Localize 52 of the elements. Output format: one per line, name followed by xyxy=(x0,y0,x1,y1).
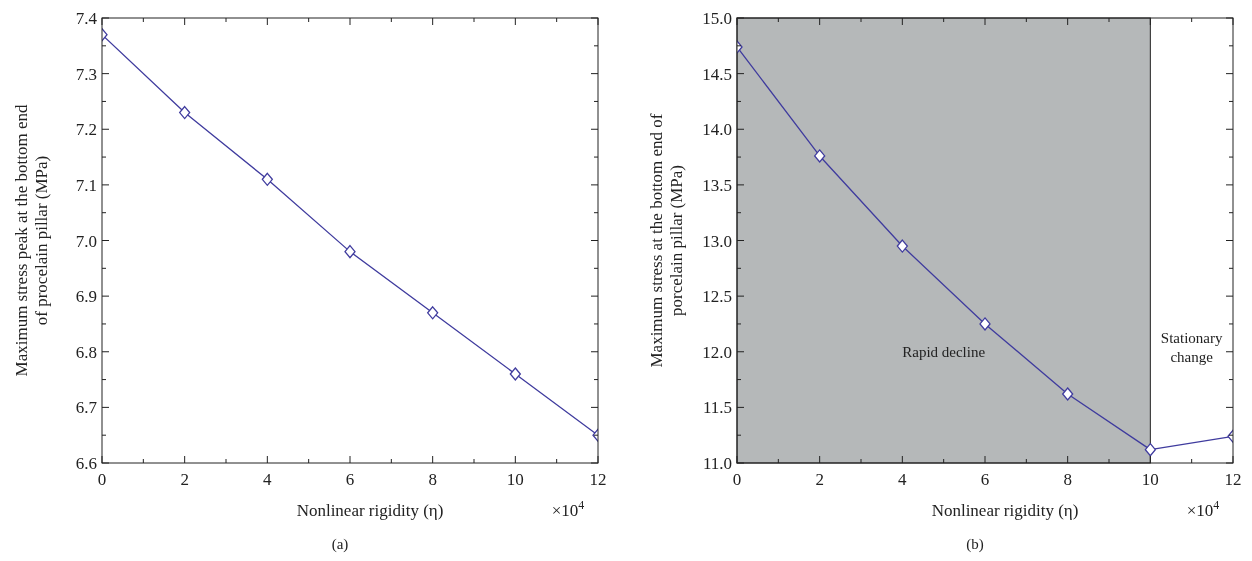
y-axis-title: Maximum stress peak at the bottom end of procelain pillar (MPa) xyxy=(12,104,51,377)
x-tick-label: 10 xyxy=(1141,470,1159,489)
y-axis-title: Maximum stress at the bottom end of porcelain pillar (MPa) xyxy=(647,113,686,368)
text: (b) xyxy=(966,536,984,553)
text: (a) xyxy=(331,536,349,553)
point xyxy=(896,239,908,253)
y-tick-label: 7.4 xyxy=(75,9,98,28)
annotation: Stationary change xyxy=(1160,329,1223,365)
x-tick-label: 2 xyxy=(815,470,824,489)
y-tick-label: 12.0 xyxy=(702,342,732,362)
y-tick-label: 11.0 xyxy=(702,454,732,473)
y-tick-label: 13.0 xyxy=(702,231,732,251)
y-tick-label: 6.7 xyxy=(75,398,98,418)
y-tick-label: 6.9 xyxy=(75,287,97,307)
x-tick-label: 12 xyxy=(1224,470,1242,489)
x-tick-label: 0 xyxy=(97,470,107,489)
x-axis-title: Nonlinear rigidity (η) xyxy=(296,501,444,520)
y-tick-label: 7.0 xyxy=(75,231,97,251)
y-tick-label: 11.5 xyxy=(702,398,732,418)
band-label: Rapid decline xyxy=(902,343,986,360)
point xyxy=(509,367,521,381)
x-tick-label: 12 xyxy=(589,470,607,489)
y-tick-label: 7.3 xyxy=(75,64,97,84)
x-axis-title: Nonlinear rigidity (η) xyxy=(931,501,1079,520)
x-tick-label: 4 xyxy=(898,470,908,489)
y-tick-label: 6.6 xyxy=(75,454,97,473)
x-tick-label: 2 xyxy=(180,470,189,489)
x-tick-label: 6 xyxy=(345,470,355,489)
y-tick-label: 14.5 xyxy=(702,64,732,84)
y-tick-label: 12.5 xyxy=(702,287,732,307)
x-tick-label: 0 xyxy=(732,470,742,489)
y-tick-label: 7.1 xyxy=(75,175,97,195)
point xyxy=(261,172,273,186)
point xyxy=(1062,387,1074,401)
x-tick-label: 10 xyxy=(506,470,524,489)
point xyxy=(344,244,356,259)
text: ×10$^{4}$ xyxy=(551,498,585,520)
y-tick-label: 13.5 xyxy=(702,175,732,195)
point xyxy=(179,105,191,120)
y-tick-label: 7.2 xyxy=(75,120,97,140)
x-tick-label: 8 xyxy=(1063,470,1072,489)
x-tick-label: 4 xyxy=(263,470,273,489)
y-tick-label: 6.8 xyxy=(75,342,97,362)
text: ×10$^{4}$ xyxy=(1186,498,1220,520)
x-tick-label: 6 xyxy=(980,470,990,489)
y-tick-label: 15.0 xyxy=(702,9,732,28)
x-tick-label: 8 xyxy=(428,470,437,489)
point xyxy=(814,149,826,163)
point xyxy=(427,306,439,320)
point xyxy=(979,317,991,331)
point xyxy=(1144,443,1156,457)
y-tick-label: 14.0 xyxy=(702,120,732,140)
